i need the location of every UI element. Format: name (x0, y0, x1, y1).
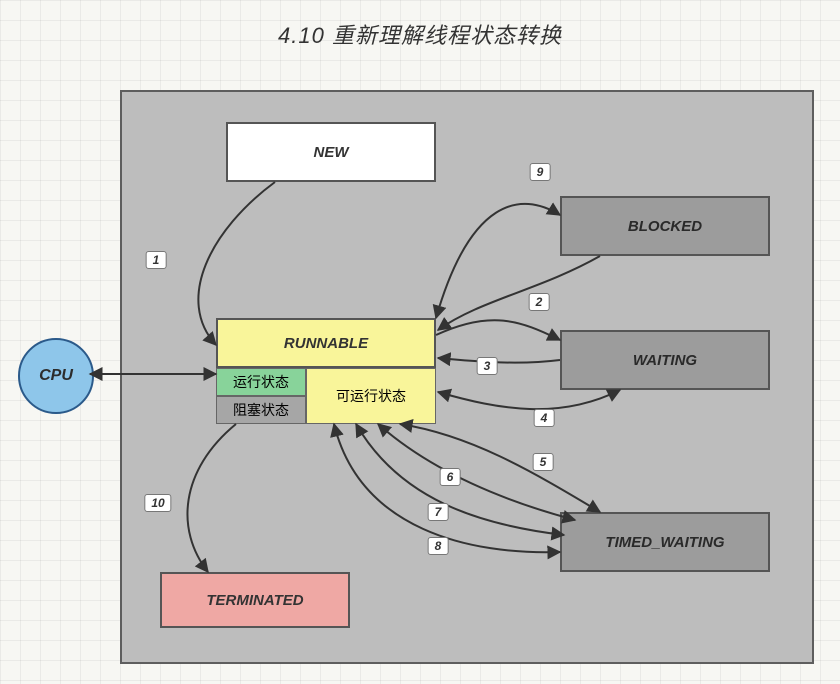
edge-label-10: 10 (144, 494, 171, 512)
state-new: NEW (226, 122, 436, 182)
edge-label-7: 7 (428, 503, 449, 521)
state-terminated: TERMINATED (160, 572, 350, 628)
state-runnable: RUNNABLE (216, 318, 436, 368)
edge-label-8: 8 (428, 537, 449, 555)
substate-ready-label: 可运行状态 (336, 386, 406, 406)
edge-label-4: 4 (534, 409, 555, 427)
edge-label-2: 2 (529, 293, 550, 311)
edge-label-1: 1 (146, 251, 167, 269)
edge-label-9: 9 (530, 163, 551, 181)
state-new-label: NEW (314, 144, 349, 161)
substate-blocked-label: 阻塞状态 (233, 400, 289, 420)
substate-blocked: 阻塞状态 (216, 396, 306, 424)
substate-ready: 可运行状态 (306, 368, 436, 424)
state-waiting: WAITING (560, 330, 770, 390)
state-runnable-label: RUNNABLE (284, 335, 368, 352)
edge-label-6: 6 (440, 468, 461, 486)
state-waiting-label: WAITING (633, 352, 697, 369)
state-terminated-label: TERMINATED (206, 592, 303, 609)
substate-running: 运行状态 (216, 368, 306, 396)
edge-label-5: 5 (533, 453, 554, 471)
state-timed-waiting-label: TIMED_WAITING (605, 534, 724, 551)
edge-label-3: 3 (477, 357, 498, 375)
cpu-label: CPU (39, 367, 73, 385)
state-blocked-label: BLOCKED (628, 218, 702, 235)
page-title: 4.10 重新理解线程状态转换 (0, 18, 840, 50)
state-timed-waiting: TIMED_WAITING (560, 512, 770, 572)
cpu-node: CPU (18, 338, 94, 414)
substate-running-label: 运行状态 (233, 372, 289, 392)
state-blocked: BLOCKED (560, 196, 770, 256)
